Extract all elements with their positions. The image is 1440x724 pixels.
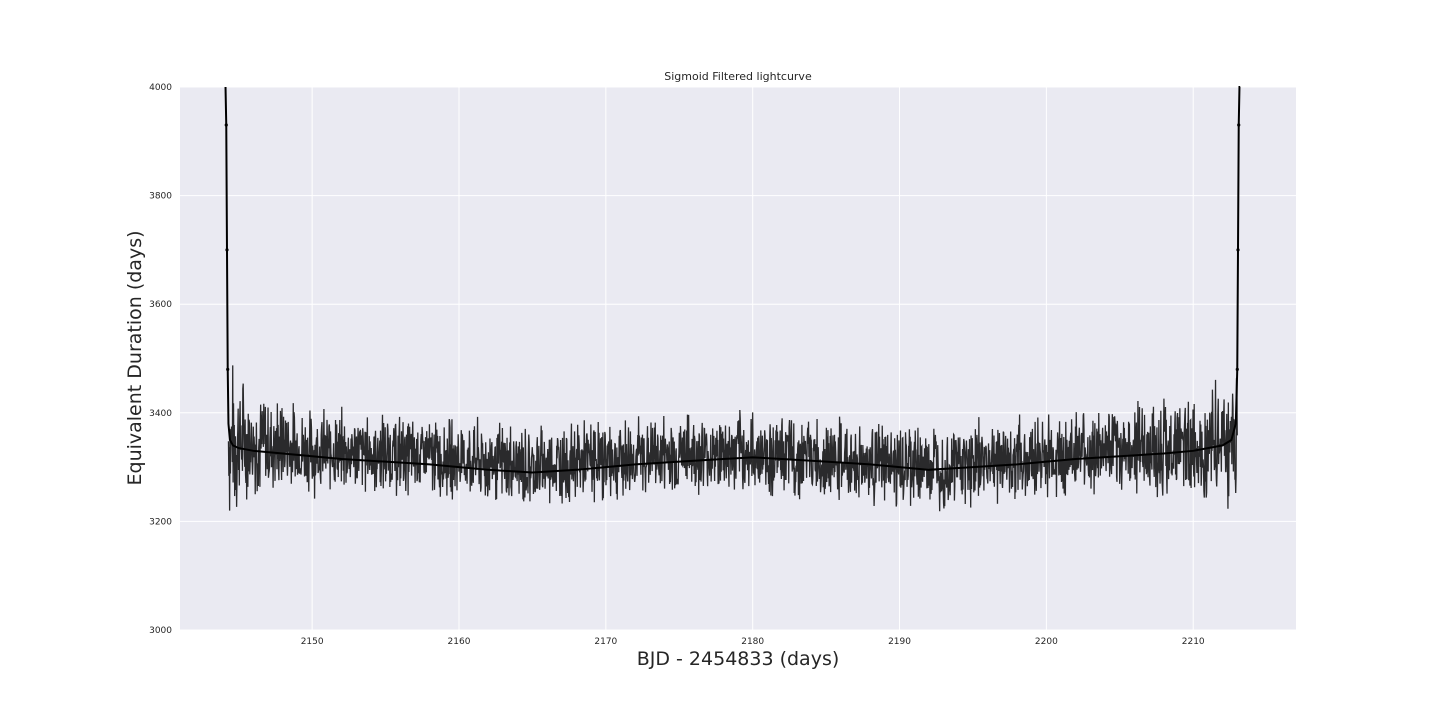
data-point [1236,248,1240,252]
series-noise-path [227,365,1238,512]
y-tick-label: 3000 [149,626,172,636]
data-point [225,248,229,252]
x-tick-label: 2200 [1035,637,1058,647]
series-trend-path [224,86,1241,474]
data-point [1237,123,1241,127]
plot-area [180,87,1296,630]
y-tick-labels: 3000 3200 3400 3600 3800 4000 [149,83,172,636]
x-tick-label: 2210 [1182,637,1205,647]
x-tick-labels: 2150 2160 2170 2180 2190 2200 2210 [301,637,1205,647]
y-tick-label: 3600 [149,300,172,310]
x-tick-label: 2180 [741,637,764,647]
data-point [1235,367,1239,371]
data-point [224,123,228,127]
x-tick-label: 2160 [448,637,471,647]
series-line [224,86,1241,474]
chart-title: Sigmoid Filtered lightcurve [664,70,812,83]
grid [180,86,1296,631]
data-point [226,367,230,371]
y-tick-label: 3800 [149,192,172,202]
x-tick-label: 2150 [301,637,324,647]
noise-band [227,365,1238,512]
x-tick-label: 2170 [594,637,617,647]
y-tick-label: 4000 [149,83,172,93]
y-axis-label: Equivalent Duration (days) [124,230,146,485]
y-tick-label: 3400 [149,409,172,419]
y-tick-label: 3200 [149,517,172,527]
x-axis-label: BJD - 2454833 (days) [637,648,840,670]
x-tick-label: 2190 [888,637,911,647]
